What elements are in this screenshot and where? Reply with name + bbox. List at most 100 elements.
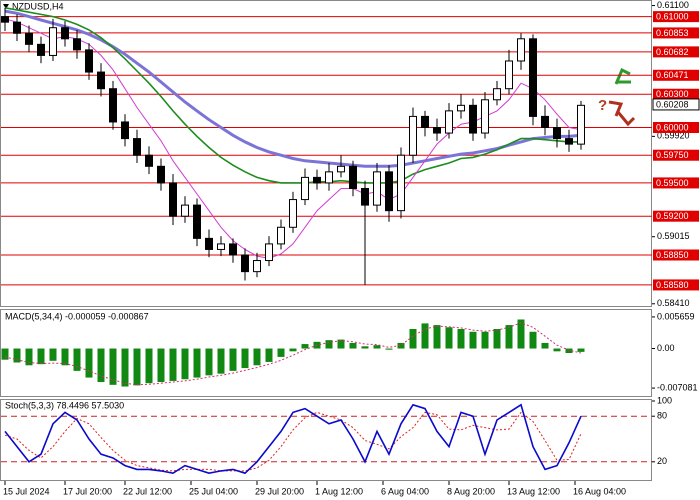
candle-body [325,171,333,184]
level-label: 0.60853 [656,28,689,38]
macd-bar [577,348,585,352]
candle-body [360,187,369,206]
macd-bar [373,345,381,349]
up-arrow-icon [614,67,631,85]
y-tick-label: 0.58410 [657,298,690,308]
stoch-panel-frame [0,399,652,481]
macd-bar [385,348,393,350]
y-tick-label: 0.59015 [657,231,690,241]
candle-body [348,165,357,189]
candle-body [61,27,70,40]
candle-body [384,171,393,212]
level-label-box [653,27,699,39]
macd-bar [169,348,177,381]
candle-body [97,71,106,90]
candle-body [313,176,321,184]
macd-bar [505,325,513,349]
macd-bar [205,348,213,376]
macd-title: MACD(5,34,4) -0.000059 -0.000867 [5,311,149,321]
x-tick-label: 16 Aug 04:00 [573,486,626,496]
macd-bar [1,348,9,360]
y-tick-label: 20 [657,456,667,466]
macd-bar [25,348,33,366]
macd-bar [217,348,225,374]
candle-body [516,38,525,62]
candle-body [444,110,453,134]
macd-bar [481,331,489,349]
candle-body [169,182,178,217]
level-label-box [653,210,699,222]
annotation-question: ? [598,97,607,114]
y-tick-label: -0.007081 [657,382,698,392]
level-label-box [653,149,699,161]
x-tick-label: 25 Jul 04:00 [189,486,238,496]
macd-bar [325,340,333,349]
candle-body [13,21,22,34]
macd-bar [469,331,477,349]
candle-body [576,104,585,145]
macd-bar [49,348,57,361]
x-tick-label: 8 Aug 20:00 [447,486,495,496]
candle-body [121,121,130,140]
macd-bar [541,342,549,349]
moving-average [4,7,581,184]
candle-body [468,104,477,134]
candle-body [85,49,94,73]
macd-bar [73,348,81,371]
macd-bar [145,348,153,384]
main-panel-frame [0,0,652,307]
x-tick-label: 6 Aug 04:00 [381,486,429,496]
candle-body [205,237,214,250]
y-tick-label: 100 [657,395,672,405]
macd-bar [85,348,93,378]
candle-body [37,43,46,56]
level-label-box [653,88,699,100]
candle-body [241,254,250,273]
candle-body [540,115,549,128]
candle-body [336,165,345,173]
level-label: 0.58580 [656,280,689,290]
candle-body [552,127,561,140]
y-tick-label: 80 [657,411,667,421]
macd-bar [517,319,525,349]
x-tick-label: 1 Aug 12:00 [315,486,363,496]
candle-body [25,32,34,45]
macd-bar [61,348,69,366]
macd-bar [349,342,357,349]
candle-body [432,127,441,134]
macd-bar [361,346,369,349]
macd-bar [457,328,465,349]
candle-body [1,16,10,23]
candle-body [504,60,513,90]
candle-body [133,138,142,156]
candle-body [217,243,226,250]
y-tick-label: 0.00 [657,343,675,353]
macd-panel-frame [0,309,652,397]
macd-bar [493,328,501,349]
x-tick-label: 15 Jul 2024 [3,486,50,496]
macd-bar [289,348,297,352]
level-label-box [653,69,699,81]
symbol-marker [3,4,9,9]
level-label: 0.58850 [656,250,689,260]
candle-body [157,165,166,184]
level-label: 0.59500 [656,178,689,188]
level-label: 0.61000 [656,12,689,22]
candle-body [480,99,489,134]
macd-bar [241,348,249,369]
macd-bar [529,331,537,349]
y-tick-label: 0.61100 [657,0,689,10]
macd-bar [37,348,45,365]
macd-bar [229,348,237,371]
candle-body [456,104,465,112]
macd-bar [433,325,441,349]
candle-body [528,38,537,117]
candle-body [193,204,202,239]
candle-body [277,226,286,245]
macd-bar [181,348,189,380]
macd-bar [409,328,417,349]
macd-bar [337,339,345,349]
candle-body [408,115,417,156]
level-label: 0.60000 [656,122,689,132]
